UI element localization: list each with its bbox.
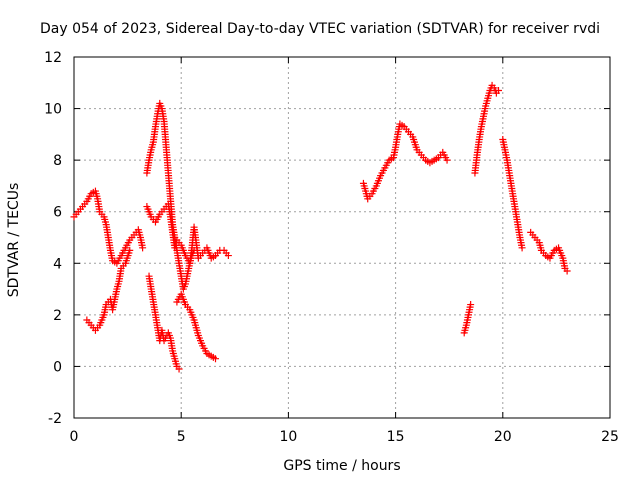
data-point <box>175 365 183 373</box>
x-axis-label: GPS time / hours <box>283 458 400 474</box>
series-arc-1 <box>70 187 147 267</box>
y-tick-label: 4 <box>53 256 62 272</box>
series-arc-10 <box>499 136 526 252</box>
y-tick-label: -2 <box>48 411 62 427</box>
data-point <box>443 156 451 164</box>
series-arc-2 <box>83 246 134 334</box>
y-tick-label: 6 <box>53 205 62 221</box>
series-arc-7 <box>359 120 451 203</box>
y-tick-label: 2 <box>53 308 62 324</box>
data-point <box>126 246 134 254</box>
x-tick-label: 0 <box>70 429 79 445</box>
series-arc-11 <box>527 228 571 275</box>
series-arc-5 <box>143 200 232 267</box>
data-point <box>224 252 232 260</box>
chart-title: Day 054 of 2023, Sidereal Day-to-day VTE… <box>40 21 600 37</box>
y-tick-label: 8 <box>53 153 62 169</box>
series-arc-6 <box>173 290 220 363</box>
data-point <box>563 267 571 275</box>
axis-ticks: 0 5 10 15 20 25 -2 0 2 4 6 8 10 12 <box>44 50 619 445</box>
x-tick-label: 20 <box>494 429 512 445</box>
series-arc-9 <box>471 81 503 177</box>
series-arc-8 <box>460 301 475 337</box>
y-axis-label: SDTVAR / TECUs <box>6 183 22 298</box>
y-tick-label: 0 <box>53 359 62 375</box>
data-points <box>70 81 571 373</box>
plot-frame <box>73 56 611 419</box>
data-point <box>212 355 220 363</box>
grid <box>74 57 610 418</box>
y-tick-label: 10 <box>44 102 62 118</box>
series-arc-4 <box>143 99 198 293</box>
series-arc-3 <box>145 272 183 373</box>
y-tick-label: 12 <box>44 50 62 66</box>
data-point <box>467 301 475 309</box>
data-point <box>495 87 503 95</box>
x-tick-label: 5 <box>177 429 186 445</box>
x-tick-label: 25 <box>601 429 619 445</box>
data-point <box>139 244 147 252</box>
data-point <box>518 244 526 252</box>
x-tick-label: 15 <box>387 429 405 445</box>
x-tick-label: 10 <box>279 429 297 445</box>
